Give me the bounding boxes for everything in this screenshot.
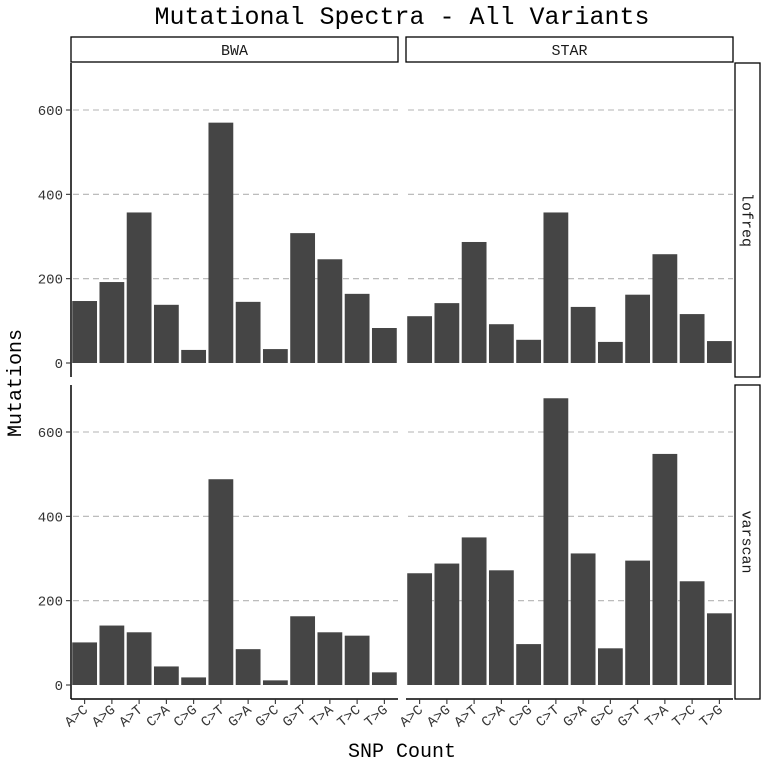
bar-star-lofreq-A>C xyxy=(407,316,433,363)
bar-bwa-varscan-T>G xyxy=(371,672,397,685)
y-tick-label-400: 400 xyxy=(38,510,63,526)
bar-star-lofreq-G>T xyxy=(625,294,651,363)
bar-star-varscan-A>G xyxy=(434,563,460,685)
y-tick-label-0: 0 xyxy=(55,357,63,373)
y-tick-label-400: 400 xyxy=(38,188,63,204)
bar-bwa-lofreq-C>G xyxy=(181,349,207,363)
x-tick-label-C>G: C>G xyxy=(171,703,201,731)
y-tick-label-200: 200 xyxy=(38,595,63,611)
gridlines xyxy=(73,109,733,602)
y-tick-label-600: 600 xyxy=(38,104,63,120)
bar-star-varscan-G>C xyxy=(597,648,623,685)
bar-bwa-varscan-G>C xyxy=(262,680,288,685)
bar-star-lofreq-G>A xyxy=(570,306,596,363)
facet-label-varscan: varscan xyxy=(738,510,755,573)
x-tick-label-A>C: A>C xyxy=(62,703,92,731)
x-tick-label-G>A: G>A xyxy=(561,702,591,731)
bar-bwa-varscan-C>T xyxy=(208,479,234,685)
y-tick-label-0: 0 xyxy=(55,679,63,695)
bar-star-lofreq-C>T xyxy=(543,212,569,363)
x-tick-label-T>A: T>A xyxy=(307,702,337,731)
bar-bwa-lofreq-G>C xyxy=(262,349,288,363)
y-tick-label-600: 600 xyxy=(38,426,63,442)
bar-bwa-varscan-A>C xyxy=(72,642,98,685)
bar-star-varscan-C>A xyxy=(488,570,514,685)
bar-bwa-lofreq-T>A xyxy=(317,259,343,363)
bar-bwa-lofreq-C>T xyxy=(208,122,234,364)
facet-label-lofreq: lofreq xyxy=(738,193,755,247)
bar-bwa-varscan-A>G xyxy=(99,625,125,685)
x-tick-label-A>G: A>G xyxy=(424,703,454,731)
bar-bwa-lofreq-A>C xyxy=(72,301,98,363)
bar-star-varscan-C>T xyxy=(543,398,569,685)
bar-star-varscan-A>C xyxy=(407,573,433,685)
bar-star-varscan-G>A xyxy=(570,553,596,685)
bar-bwa-lofreq-G>T xyxy=(290,233,316,363)
x-tick-label-C>T: C>T xyxy=(533,703,563,731)
x-tick-label-T>G: T>G xyxy=(697,703,727,731)
y-tick-label-200: 200 xyxy=(38,273,63,289)
x-tick-label-C>T: C>T xyxy=(198,703,228,731)
bar-star-lofreq-C>A xyxy=(488,324,514,363)
facet-label-bwa: BWA xyxy=(221,43,248,60)
x-tick-label-T>C: T>C xyxy=(670,703,700,731)
bar-star-lofreq-T>A xyxy=(652,254,678,363)
bar-bwa-varscan-C>A xyxy=(153,666,179,685)
bar-bwa-lofreq-T>G xyxy=(371,328,397,363)
bar-bwa-varscan-T>A xyxy=(317,632,343,685)
x-tick-label-A>G: A>G xyxy=(89,703,119,731)
bar-star-varscan-C>G xyxy=(516,644,542,685)
facet-label-star: STAR xyxy=(551,43,587,60)
x-tick-label-G>T: G>T xyxy=(615,703,645,731)
bar-star-varscan-A>T xyxy=(461,537,487,685)
bar-star-varscan-T>G xyxy=(706,613,732,685)
bar-bwa-lofreq-T>C xyxy=(344,293,370,363)
x-tick-label-C>A: C>A xyxy=(144,702,174,731)
bar-star-varscan-T>A xyxy=(652,453,678,685)
bar-bwa-lofreq-A>G xyxy=(99,282,125,363)
x-tick-label-C>A: C>A xyxy=(479,702,509,731)
x-tick-label-T>C: T>C xyxy=(335,703,365,731)
y-axis-title: Mutations xyxy=(5,329,28,437)
bars xyxy=(72,122,732,685)
axes xyxy=(66,36,761,704)
bar-star-lofreq-A>G xyxy=(434,303,460,363)
x-tick-label-T>A: T>A xyxy=(642,702,672,731)
x-tick-label-A>T: A>T xyxy=(452,703,482,731)
bar-star-lofreq-G>C xyxy=(597,341,623,363)
bar-star-lofreq-C>G xyxy=(516,339,542,363)
bar-bwa-lofreq-C>A xyxy=(153,304,179,363)
x-tick-label-G>T: G>T xyxy=(280,703,310,731)
bar-bwa-varscan-G>A xyxy=(235,649,261,685)
bar-star-varscan-G>T xyxy=(625,560,651,685)
bar-bwa-varscan-A>T xyxy=(126,632,152,685)
bar-star-lofreq-T>C xyxy=(679,314,705,363)
bar-bwa-varscan-G>T xyxy=(290,616,316,685)
bar-bwa-lofreq-A>T xyxy=(126,212,152,363)
facet-strip-bwa xyxy=(70,36,399,63)
x-tick-label-A>T: A>T xyxy=(117,703,147,731)
x-tick-label-A>C: A>C xyxy=(397,703,427,731)
bar-star-lofreq-T>G xyxy=(706,341,732,363)
bar-star-lofreq-A>T xyxy=(461,241,487,363)
bar-bwa-varscan-C>G xyxy=(181,677,207,685)
facet-strip-varscan xyxy=(734,384,761,700)
x-tick-label-T>G: T>G xyxy=(362,703,392,731)
x-tick-label-C>G: C>G xyxy=(506,703,536,731)
x-tick-label-G>C: G>C xyxy=(253,703,283,731)
bar-bwa-varscan-T>C xyxy=(344,635,370,685)
x-axis-title: SNP Count xyxy=(348,741,456,764)
x-tick-label-G>A: G>A xyxy=(226,702,256,731)
bar-bwa-lofreq-G>A xyxy=(235,301,261,363)
bar-star-varscan-T>C xyxy=(679,581,705,685)
facet-strip-star xyxy=(405,36,734,63)
x-tick-label-G>C: G>C xyxy=(588,703,618,731)
facet-strip-lofreq xyxy=(734,62,761,378)
chart-title: Mutational Spectra - All Variants xyxy=(154,3,649,32)
